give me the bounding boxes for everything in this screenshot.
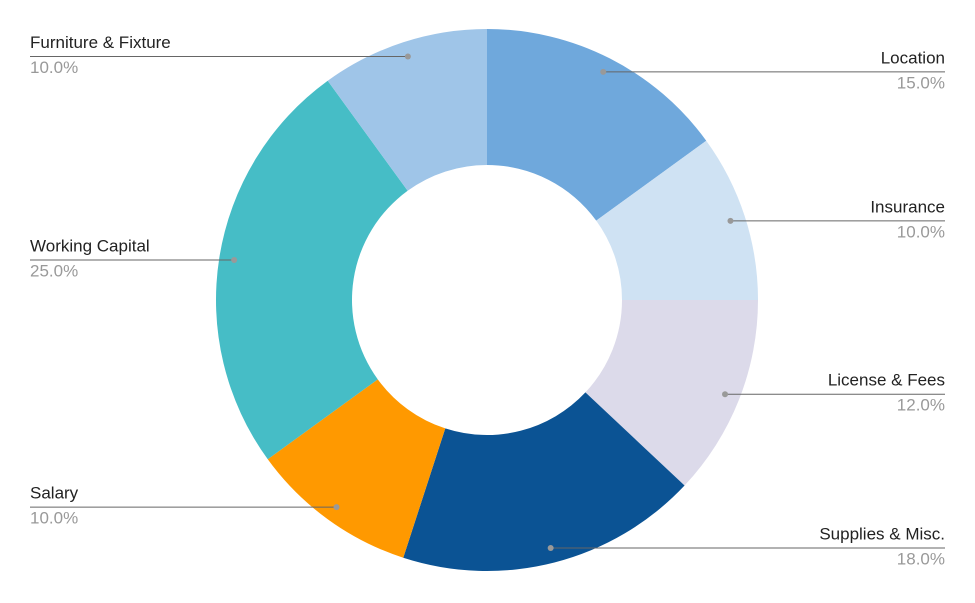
slice-value-label: 15.0% [897,73,945,92]
slice-value-label: 18.0% [897,549,945,568]
slice [596,140,758,300]
leader-dot [547,544,554,551]
slice-label: Working Capital [30,236,150,255]
slice [216,80,408,460]
slice-value-label: 10.0% [30,509,78,528]
slice [403,392,685,571]
slice-label: Insurance [870,197,945,216]
slice-value-label: 25.0% [30,261,78,280]
slice-label: Salary [30,484,79,503]
slice-label: Location [881,48,945,67]
slice [585,300,758,486]
slice [487,29,707,221]
slice-value-label: 10.0% [897,222,945,241]
leader-dot [727,217,734,224]
slice-value-label: 12.0% [897,396,945,415]
slice [267,379,446,558]
slice-label: License & Fees [828,371,945,390]
leader-dot [404,53,411,60]
leader-dot [600,68,607,75]
slice-value-label: 10.0% [30,58,78,77]
slice-label: Supplies & Misc. [819,524,945,543]
leader-dot [333,504,340,511]
slice-label: Furniture & Fixture [30,33,171,52]
slice [327,29,487,191]
leader-dot [722,391,729,398]
leader-dot [231,256,238,263]
